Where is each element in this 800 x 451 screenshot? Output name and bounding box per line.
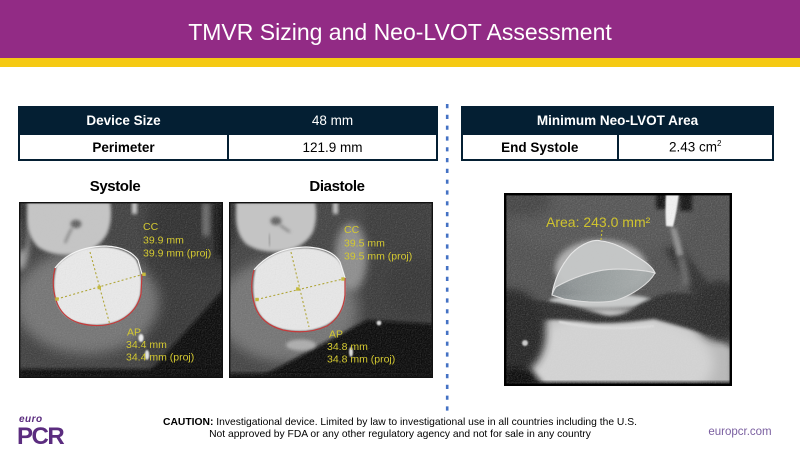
svg-text:39.9 mm (proj): 39.9 mm (proj) — [143, 248, 211, 260]
svg-text:34.4 mm: 34.4 mm — [126, 339, 167, 351]
svg-text:Area: 243.0 mm²: Area: 243.0 mm² — [546, 214, 651, 230]
svg-text:39.9 mm: 39.9 mm — [143, 235, 184, 247]
svg-text:CC: CC — [344, 224, 360, 236]
svg-text:AP: AP — [329, 329, 343, 341]
svg-text:39.5 mm (proj): 39.5 mm (proj) — [344, 251, 412, 263]
svg-text:CC: CC — [143, 221, 159, 233]
svg-text:AP: AP — [127, 327, 141, 339]
svg-text:34.4 mm (proj): 34.4 mm (proj) — [126, 352, 194, 364]
svg-text:34.8 mm (proj): 34.8 mm (proj) — [327, 354, 395, 366]
svg-text:39.5 mm: 39.5 mm — [344, 238, 385, 250]
svg-text:34.8 mm: 34.8 mm — [327, 341, 368, 353]
